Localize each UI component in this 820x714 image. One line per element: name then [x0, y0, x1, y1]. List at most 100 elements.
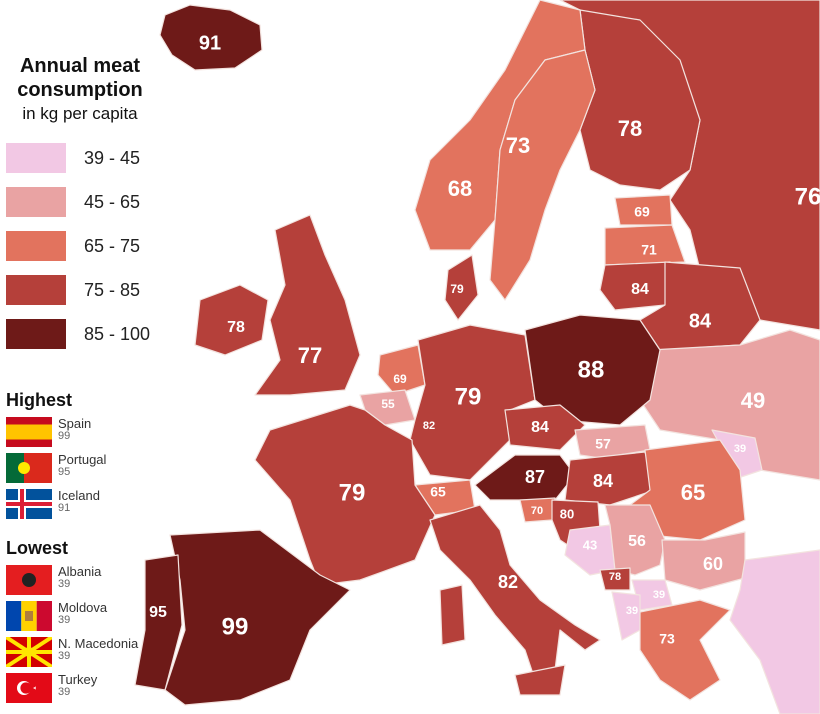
lowest-country: Albania [58, 564, 102, 579]
legend-title-line1: Annual meat [19, 55, 141, 77]
lowest-item: N. Macedonia 39 [6, 637, 170, 667]
value-label-slovakia: 57 [595, 436, 611, 452]
region-montenegro [599, 567, 631, 591]
value-label-estonia: 69 [634, 204, 650, 220]
highest-item: Portugal 95 [6, 453, 170, 483]
lowest-value: 39 [58, 578, 71, 590]
lowest-item: Albania 39 [6, 565, 170, 595]
region-uk [254, 214, 361, 396]
legend-swatch [6, 143, 66, 173]
lowest-country: Moldova [58, 600, 108, 615]
legend-bin-label: 65 - 75 [84, 235, 141, 256]
lowest-list: Lowest Albania 39 Moldova 39 N. Macedoni [0, 538, 170, 703]
value-label-netherlands: 69 [393, 372, 407, 386]
north-macedonia-flag-icon [6, 637, 52, 667]
legend-subtitle: in kg per capita [22, 104, 138, 123]
region-hungary [564, 451, 656, 506]
legend-bins: 39 - 45 45 - 65 65 - 75 75 - 85 85 - 100 [0, 136, 170, 356]
region-iceland [159, 4, 263, 71]
lowest-item: Moldova 39 [6, 601, 170, 631]
region-sardinia [439, 584, 466, 646]
lowest-item: Turkey 39 [6, 673, 170, 703]
region-ireland [194, 284, 269, 356]
region-lithuania [599, 261, 671, 311]
value-label-ukraine: 49 [741, 388, 765, 413]
value-label-sweden: 73 [506, 133, 530, 158]
region-turkey [729, 549, 820, 714]
value-label-bosnia: 43 [583, 537, 597, 552]
legend-bin-label: 45 - 65 [84, 191, 141, 212]
legend-bin-label: 85 - 100 [84, 323, 151, 344]
value-label-poland: 88 [578, 356, 605, 383]
highest-value: 91 [58, 502, 71, 514]
value-label-montenegro: 78 [609, 571, 621, 583]
region-netherlands [377, 344, 426, 396]
region-denmark [444, 254, 479, 321]
region-latvia [604, 224, 686, 266]
value-label-romania: 65 [681, 480, 705, 505]
legend-swatch [6, 187, 66, 217]
value-label-finland: 78 [618, 116, 642, 141]
value-label-moldova: 39 [734, 443, 746, 455]
moldova-flag-icon [6, 601, 52, 631]
value-label-belarus: 84 [689, 310, 712, 332]
albania-flag-icon [6, 565, 52, 595]
highest-value: 95 [58, 466, 71, 478]
value-label-serbia: 56 [628, 533, 646, 550]
value-label-france: 79 [339, 479, 366, 506]
lowest-value: 39 [58, 614, 71, 626]
legend: Annual meat consumption in kg per capita… [0, 54, 170, 356]
highest-list: Highest Spain 99 Portugal 95 Iceland 91 [0, 390, 170, 519]
value-label-uk: 77 [298, 343, 322, 368]
portugal-flag-icon [6, 453, 52, 483]
highest-item: Spain 99 [6, 417, 170, 447]
region-ukraine [639, 329, 820, 481]
value-label-spain: 99 [222, 613, 249, 640]
value-label-switzerland: 65 [430, 484, 446, 500]
highest-country: Iceland [58, 488, 100, 503]
value-label-norway: 68 [448, 176, 472, 201]
value-label-luxembourg: 82 [423, 420, 435, 432]
legend-bin: 75 - 85 [0, 268, 170, 312]
value-label-russia: 76 [795, 183, 820, 210]
lowest-value: 39 [58, 650, 71, 662]
region-spain [164, 529, 351, 706]
highest-country: Portugal [58, 452, 107, 467]
highest-value: 99 [58, 430, 71, 442]
lowest-value: 39 [58, 686, 71, 698]
legend-bin: 65 - 75 [0, 224, 170, 268]
value-label-latvia: 71 [641, 242, 657, 258]
value-label-italy: 82 [498, 572, 518, 592]
highest-title: Highest [6, 390, 73, 410]
value-label-albania: 39 [626, 605, 638, 617]
lowest-country: N. Macedonia [58, 636, 139, 651]
value-label-iceland: 91 [199, 32, 221, 54]
value-label-hungary: 84 [593, 471, 613, 491]
value-label-portugal: 95 [149, 604, 167, 621]
highest-country: Spain [58, 416, 92, 431]
value-label-lithuania: 84 [631, 281, 649, 298]
legend-swatch [6, 231, 66, 261]
region-czechia [504, 404, 586, 451]
value-label-croatia: 80 [560, 506, 574, 521]
region-germany [409, 324, 536, 481]
legend-swatch [6, 275, 66, 305]
value-label-greece: 73 [659, 631, 675, 647]
value-label-north-macedonia: 39 [653, 589, 665, 601]
legend-bin: 39 - 45 [0, 136, 170, 180]
turkey-flag-icon [6, 673, 52, 703]
legend-title-line2: consumption [17, 79, 143, 101]
spain-flag-icon [6, 417, 52, 447]
lowest-title: Lowest [6, 538, 69, 558]
value-label-ireland: 78 [227, 319, 245, 336]
region-italy [429, 504, 601, 681]
region-serbia [604, 504, 666, 576]
region-greece [639, 599, 731, 701]
region-sicily [514, 664, 566, 696]
value-label-denmark: 79 [450, 282, 464, 296]
value-label-bulgaria: 60 [703, 554, 723, 574]
region-france [254, 404, 436, 586]
value-label-austria: 87 [525, 467, 545, 487]
region-sweden [489, 49, 596, 301]
